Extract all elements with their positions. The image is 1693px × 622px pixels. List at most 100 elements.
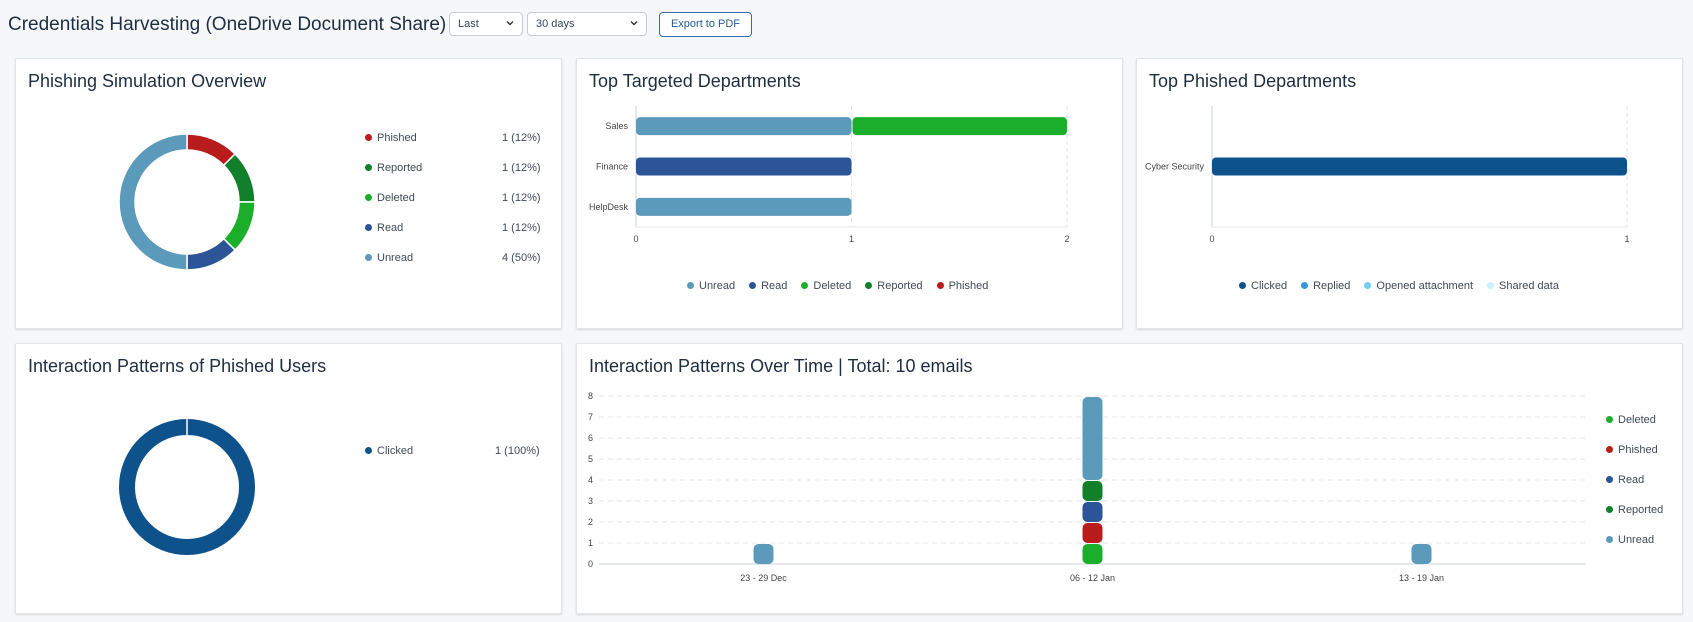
legend-value: 4 (50%) [502, 252, 541, 264]
legend-label: Reported [877, 280, 923, 292]
legend-dot-icon [801, 281, 809, 289]
legend-item-reported[interactable]: Reported [365, 162, 422, 174]
legend-label: Deleted [1618, 414, 1656, 426]
y-category-label: HelpDesk [589, 202, 629, 212]
legend-label: Read [377, 222, 404, 234]
legend-label: Read [1618, 474, 1645, 486]
y-tick-label: 4 [588, 475, 593, 485]
legend-item-reported[interactable]: Reported [1606, 504, 1663, 516]
y-tick-label: 1 [588, 538, 593, 548]
bar-segment-sales-unread[interactable] [636, 117, 852, 136]
legend-item-phished[interactable]: Phished [936, 280, 989, 292]
legend-label: Clicked [1251, 280, 1288, 292]
legend-label: Phished [1618, 444, 1658, 456]
bar-segment-06-12jan-deleted[interactable] [1082, 544, 1103, 564]
donut-slice-reported[interactable] [222, 152, 256, 203]
bar-segment-helpdesk-unread[interactable] [636, 197, 852, 216]
legend-item-read[interactable]: Read [1606, 474, 1644, 486]
legend-item-shared-data[interactable]: Shared data [1487, 280, 1559, 292]
legend-label: Read [761, 280, 788, 292]
bar-segment-06-12jan-read[interactable] [1082, 502, 1103, 522]
legend-dot-icon [865, 281, 873, 289]
card-title: Phishing Simulation Overview [28, 71, 267, 91]
legend-label: Unread [377, 252, 414, 264]
legend-label: Unread [699, 280, 736, 292]
x-tick-label: 0 [633, 234, 638, 244]
y-tick-label: 5 [588, 454, 593, 464]
legend-item-read[interactable]: Read [749, 280, 787, 292]
legend-label: Phished [377, 132, 417, 144]
legend-dot-icon [1487, 281, 1495, 289]
range-value-value: 30 days [536, 18, 575, 30]
donut-slice-unread[interactable] [118, 133, 188, 271]
y-tick-label: 2 [588, 517, 593, 527]
legend-item-reported[interactable]: Reported [865, 280, 923, 292]
chevron-down-icon [506, 21, 514, 26]
legend-item-replied[interactable]: Replied [1301, 280, 1350, 292]
chevron-down-icon [630, 21, 638, 26]
y-category-label: Cyber Security [1145, 162, 1205, 172]
legend-label: Reported [377, 162, 423, 174]
legend-label: Phished [948, 280, 989, 292]
legend-item-opened-attachment[interactable]: Opened attachment [1364, 280, 1473, 292]
bar-segment-06-12jan-phished[interactable] [1082, 523, 1103, 543]
interaction-patterns-card: Interaction Patterns of Phished Users Cl… [15, 343, 562, 614]
legend-dot-icon [365, 193, 372, 201]
legend-dot-icon [1606, 505, 1613, 513]
export-pdf-button[interactable]: Export to PDF [659, 12, 752, 37]
legend-dot-icon [365, 253, 372, 261]
legend-value: 1 (12%) [502, 222, 541, 234]
page-title: Credentials Harvesting (OneDrive Documen… [8, 14, 447, 35]
legend-item-read[interactable]: Read [365, 222, 403, 234]
interaction-over-time-card: Interaction Patterns Over Time | Total: … [576, 343, 1683, 614]
x-tick-label: 1 [849, 234, 854, 244]
bar-segment-finance-read[interactable] [636, 157, 852, 176]
x-tick-label: 2 [1064, 234, 1069, 244]
donut-slice-read[interactable] [186, 237, 237, 271]
legend-label: Deleted [813, 280, 852, 292]
legend-item-deleted[interactable]: Deleted [801, 280, 851, 292]
y-tick-label: 6 [588, 433, 593, 443]
bar-segment-sales-deleted[interactable] [852, 117, 1068, 136]
legend-item-unread[interactable]: Unread [1606, 534, 1654, 546]
bar-segment-13-19jan-unread[interactable] [1411, 544, 1432, 564]
range-unit-select[interactable]: Last [449, 12, 523, 36]
legend-item-clicked[interactable]: Clicked [1239, 280, 1287, 292]
range-value-select[interactable]: 30 days [527, 12, 647, 36]
phished-bar-chart: 0 1 Cyber Security [1145, 106, 1630, 244]
legend-value: 1 (100%) [495, 445, 540, 457]
bar-segment-06-12jan-unread[interactable] [1082, 397, 1103, 480]
x-tick-label: 0 [1209, 234, 1214, 244]
legend-dot-icon [687, 281, 694, 289]
legend-item-unread[interactable]: Unread [365, 252, 413, 264]
legend-item-deleted[interactable]: Deleted [1606, 414, 1656, 426]
legend-value: 1 (12%) [502, 132, 541, 144]
donut-slice-clicked[interactable] [119, 419, 255, 555]
y-category-label: Sales [605, 121, 628, 131]
legend-item-phished[interactable]: Phished [365, 132, 417, 144]
card-title: Top Phished Departments [1149, 71, 1357, 91]
legend-label: Deleted [377, 192, 415, 204]
legend-dot-icon [1606, 445, 1613, 453]
legend-dot-icon [1239, 281, 1246, 289]
y-tick-label: 8 [588, 391, 593, 401]
legend-dot-icon [936, 281, 944, 289]
legend-item-deleted[interactable]: Deleted [365, 192, 415, 204]
legend-item-unread[interactable]: Unread [687, 280, 735, 292]
legend-dot-icon [1606, 475, 1613, 483]
bar-segment-23-29dec-unread[interactable] [753, 544, 774, 564]
x-category-label: 23 - 29 Dec [740, 573, 787, 583]
legend-item-phished[interactable]: Phished [1606, 444, 1658, 456]
legend-label: Opened attachment [1376, 280, 1474, 292]
phished-departments-card: Top Phished Departments 0 1 Cyber Security… [1136, 58, 1683, 329]
legend-item-clicked[interactable]: Clicked [365, 445, 413, 457]
bar-segment-06-12jan-reported[interactable] [1082, 481, 1103, 501]
y-tick-label: 0 [588, 559, 593, 569]
targeted-legend: Unread Read Deleted Reported Phished [687, 280, 1002, 292]
legend-dot-icon [1606, 415, 1613, 423]
legend-dot-icon [365, 223, 372, 231]
phishing-overview-card: Phishing Simulation Overview Phished 1 (1… [15, 58, 562, 329]
bar-segment-cyber-security-clicked[interactable] [1212, 157, 1627, 176]
legend-dot-icon [1364, 281, 1372, 289]
range-unit-value: Last [458, 18, 479, 30]
